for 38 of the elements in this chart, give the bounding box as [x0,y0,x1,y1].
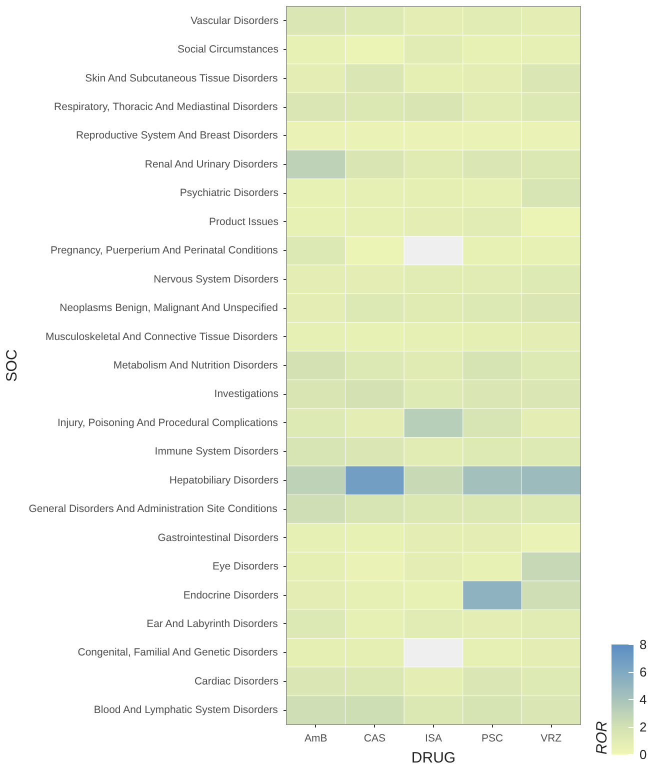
y-tick-label: Metabolism And Nutrition Disorders [113,360,278,372]
y-tick-label: Injury, Poisoning And Procedural Complications [58,416,278,429]
y-tick-label: Hepatobiliary Disorders [169,474,279,486]
y-tick-label: Vascular Disorders [190,14,279,27]
y-tick-label: Ear And Labyrinth Disorders [146,618,278,630]
x-tick-label: VRZ [540,732,562,744]
y-tick-label: Nervous System Disorders [154,273,279,286]
color-bar-label: 6 [640,664,647,680]
y-tick-label: Pregnancy, Puerperium And Perinatal Conditions [50,244,278,257]
x-tick-label: AmB [304,732,328,744]
y-tick-label: Neoplasms Benign, Malignant And Unspecified [60,302,278,314]
color-bar-label: 4 [640,692,647,707]
y-tick-label: Renal And Urinary Disorders [144,158,278,170]
y-tick-label: Gastrointestinal Disorders [158,532,278,544]
y-tick-label: Product Issues [209,216,279,228]
color-bar-label: 8 [640,637,647,652]
color-bar-label: 0 [640,747,647,762]
y-tick-label: Investigations [214,388,279,400]
x-tick-label: CAS [364,732,386,744]
x-axis-title: DRUG [411,750,456,766]
y-tick-label: Respiratory, Thoracic And Mediastinal Disorders [54,101,278,114]
y-tick-label: Social Circumstances [178,44,279,56]
y-tick-label: Eye Disorders [212,560,279,573]
x-tick-label: PSC [482,732,504,744]
y-tick-label: Skin And Subcutaneous Tissue Disorders [85,72,278,84]
y-tick-label: General Disorders And Administration Site Conditions [28,503,278,516]
y-tick-label: Reproductive System And Breast Disorders [76,130,278,142]
y-tick-label: Blood And Lymphatic System Disorders [94,704,278,716]
y-axis-title: SOC [4,349,21,382]
y-tick-label: Congenital, Familial And Genetic Disorders [78,646,278,659]
color-bar-label: 2 [640,720,647,734]
y-tick-label: Musculoskeletal And Connective Tissue Disorders [45,330,278,343]
y-tick-label: Psychiatric Disorders [180,187,279,200]
y-tick-label: Cardiac Disorders [194,675,279,688]
color-bar-title: ROR [594,721,610,754]
y-tick-label: Immune System Disorders [154,446,279,458]
y-tick-label: Endocrine Disorders [183,589,279,602]
x-tick-label: ISA [425,732,442,744]
